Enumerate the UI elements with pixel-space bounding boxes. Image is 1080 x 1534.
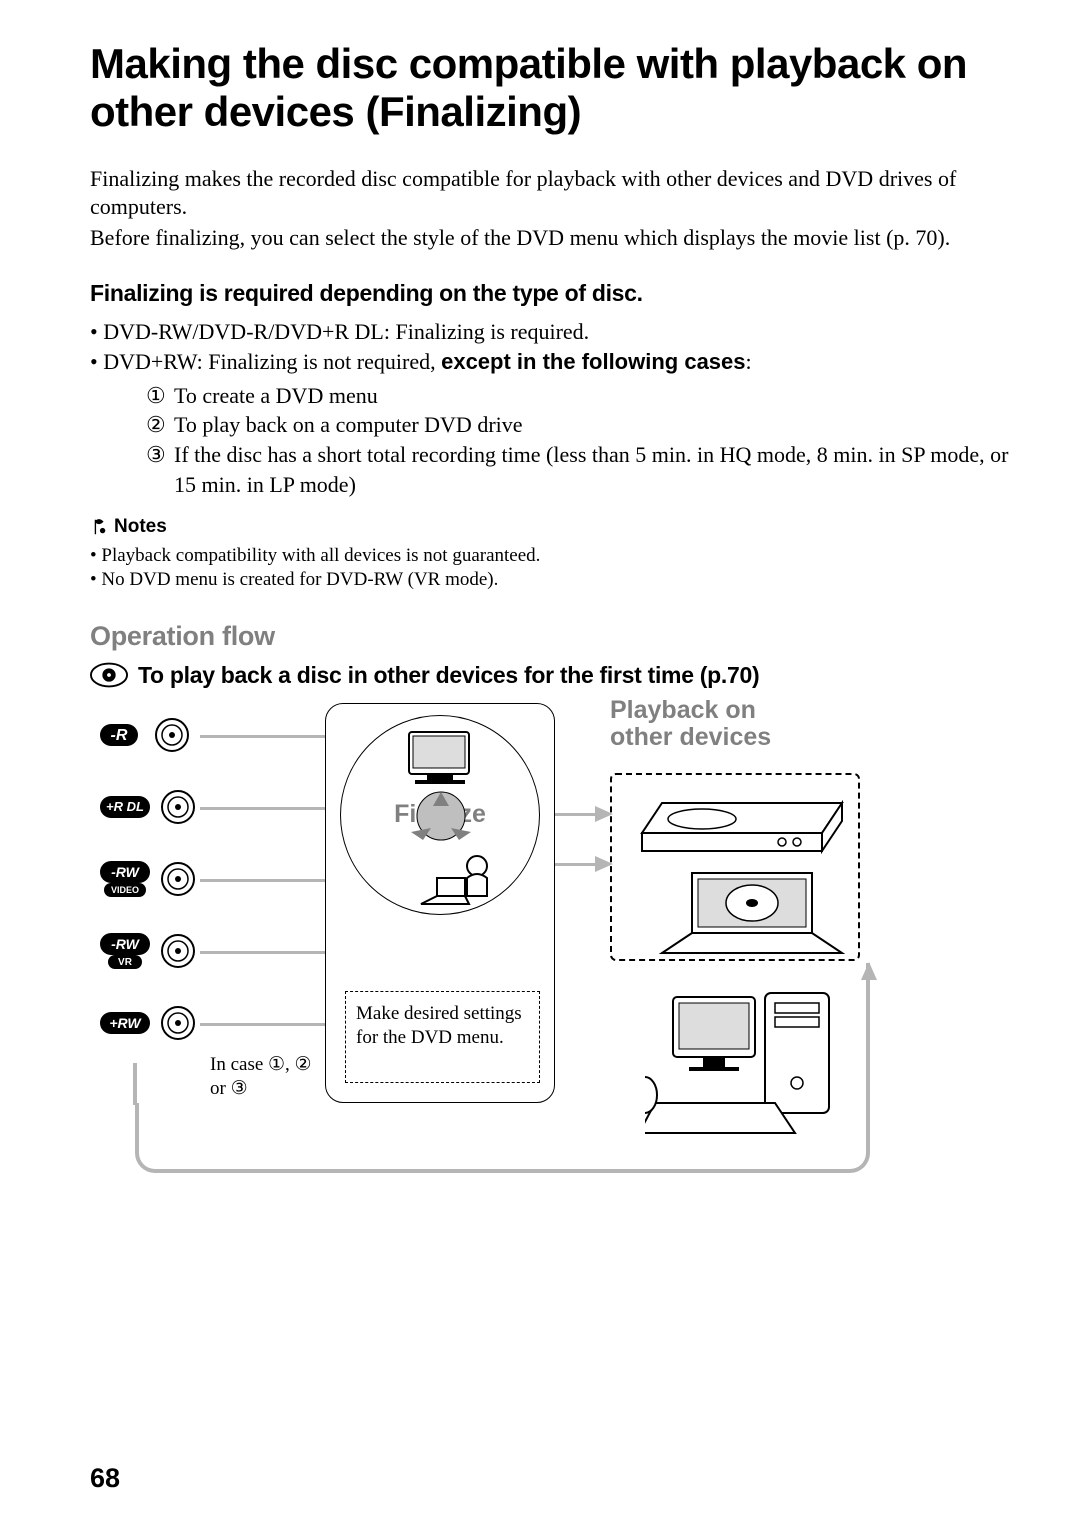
incase-l1: In case ①, ② (210, 1053, 312, 1077)
bullet-list: DVD-RW/DVD-R/DVD+R DL: Finalizing is req… (90, 317, 1010, 499)
playback-label: Playback on other devices (610, 697, 771, 752)
playback-l1: Playback on (610, 697, 771, 725)
devices-box (610, 773, 860, 961)
circled-2-text: To play back on a computer DVD drive (174, 412, 523, 437)
bullet-2-prefix: DVD+RW: Finalizing is not required, (103, 349, 441, 374)
connector-line (200, 1023, 325, 1026)
circled-3: ③If the disc has a short total recording… (146, 440, 1010, 499)
intro-block: Finalizing makes the recorded disc compa… (90, 165, 1010, 253)
subheading-finalizing: Finalizing is required depending on the … (90, 280, 1010, 307)
svg-text:+R DL: +R DL (106, 799, 144, 814)
disc-minus-rw-vr: -RW VR (100, 927, 196, 975)
disc-types-column: -R +R DL -RW VIDEO -RW VR +RW (100, 711, 196, 1047)
bullet-2: DVD+RW: Finalizing is not required, exce… (90, 347, 1010, 499)
disc-icon (160, 789, 196, 825)
notes-icon (90, 518, 108, 536)
disc-eye-icon (90, 662, 128, 688)
flow-title: To play back a disc in other devices for… (138, 662, 759, 689)
operation-diagram: -R +R DL -RW VIDEO -RW VR +RW (100, 703, 930, 1203)
svg-text:-RW: -RW (111, 936, 141, 952)
svg-text:+RW: +RW (109, 1015, 142, 1031)
connector-line (866, 963, 870, 1105)
connector-line (555, 813, 595, 816)
intro-p2: Before finalizing, you can select the st… (90, 224, 1010, 253)
disc-plus-r-dl: +R DL (100, 783, 196, 831)
svg-text:-R: -R (111, 727, 128, 744)
svg-text:-RW: -RW (111, 864, 141, 880)
notes-list: Playback compatibility with all devices … (90, 544, 1010, 593)
flow-title-row: To play back a disc in other devices for… (90, 662, 1010, 689)
svg-text:VR: VR (118, 957, 133, 968)
bullet-2-suffix: : (746, 349, 752, 374)
bullet-2-bold: except in the following cases (441, 349, 745, 374)
connector-line (555, 863, 595, 866)
connector-line (200, 951, 325, 954)
section-operation-flow: Operation flow (90, 621, 1010, 652)
circled-2: ②To play back on a computer DVD drive (146, 410, 1010, 440)
connector-line (200, 807, 325, 810)
disc-minus-rw-video: -RW VIDEO (100, 855, 196, 903)
connector-line (200, 735, 325, 738)
note-2: No DVD menu is created for DVD-RW (VR mo… (90, 568, 1010, 593)
disc-minus-r: -R (100, 711, 196, 759)
connector-line (200, 879, 325, 882)
notes-label: Notes (114, 516, 167, 538)
page-title: Making the disc compatible with playback… (90, 40, 1010, 137)
incase-l2: or ③ (210, 1077, 312, 1101)
incase-label: In case ①, ② or ③ (210, 1053, 312, 1101)
arrow-icon (861, 962, 877, 980)
note-1: Playback compatibility with all devices … (90, 544, 1010, 569)
bullet-1: DVD-RW/DVD-R/DVD+R DL: Finalizing is req… (90, 317, 1010, 347)
circled-list: ①To create a DVD menu ②To play back on a… (106, 381, 1010, 500)
connector-line (133, 1063, 137, 1105)
return-path (135, 1103, 870, 1173)
finalize-circle: Finalize (340, 715, 540, 915)
dvd-menu-box: Make desired settings for the DVD menu. (345, 991, 540, 1083)
disc-icon (160, 1005, 196, 1041)
playback-l2: other devices (610, 724, 771, 752)
circled-3-text: If the disc has a short total recording … (174, 442, 1008, 497)
disc-icon (160, 861, 196, 897)
disc-icon (160, 933, 196, 969)
intro-p1: Finalizing makes the recorded disc compa… (90, 165, 1010, 222)
notes-header: Notes (90, 516, 1010, 538)
disc-icon (154, 717, 190, 753)
disc-plus-rw: +RW (100, 999, 196, 1047)
page-number: 68 (90, 1463, 120, 1494)
svg-text:VIDEO: VIDEO (111, 885, 139, 895)
circled-1: ①To create a DVD menu (146, 381, 1010, 411)
circled-1-text: To create a DVD menu (174, 383, 378, 408)
